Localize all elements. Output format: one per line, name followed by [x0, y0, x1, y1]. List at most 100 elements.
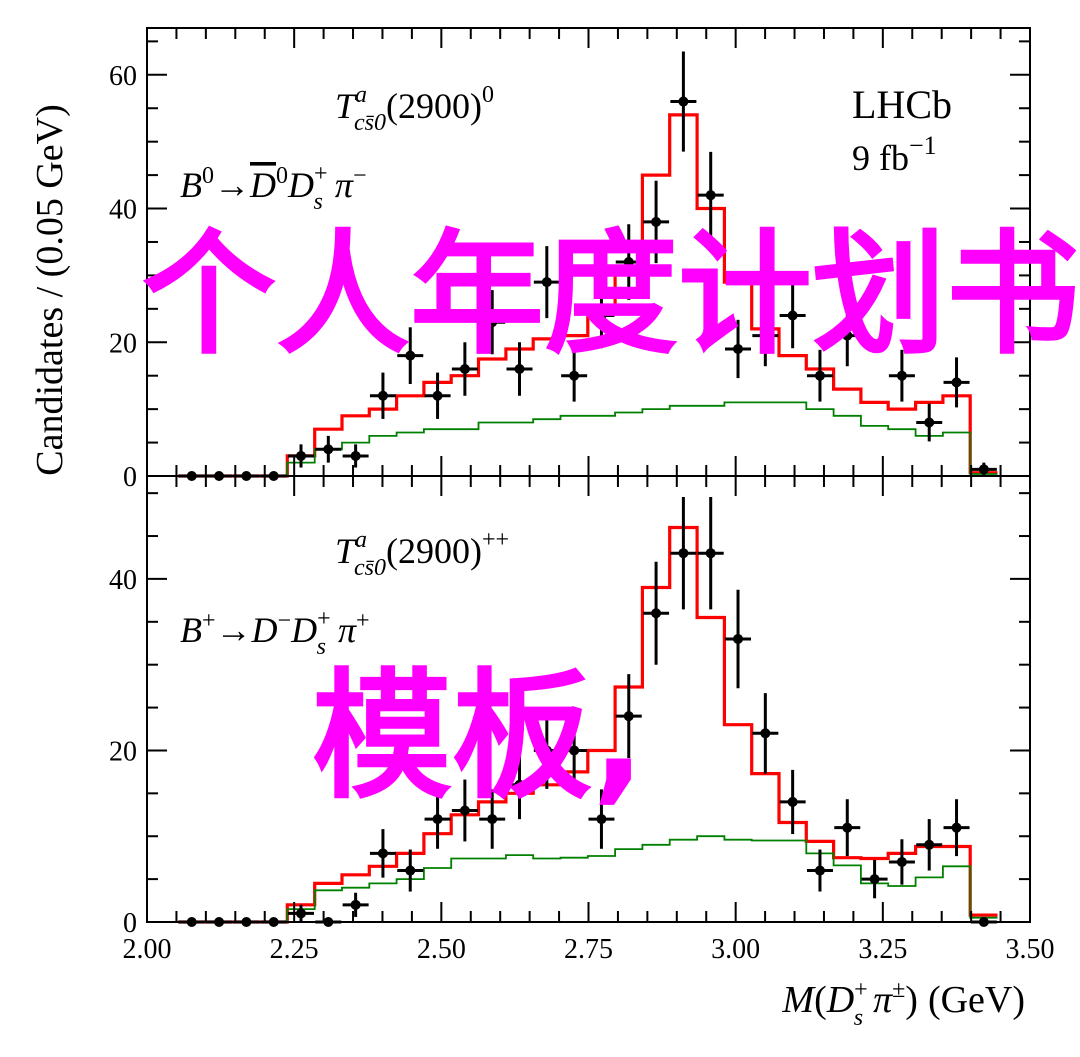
data-point-marker	[705, 548, 716, 559]
data-point	[670, 496, 697, 610]
data-point	[397, 849, 424, 892]
data-point	[643, 180, 670, 264]
data-point	[806, 849, 833, 892]
data-point-marker	[814, 865, 825, 876]
data-point	[943, 799, 970, 857]
overlay-title-line1: 个人年度计划书	[142, 217, 1080, 373]
data-point	[342, 444, 369, 468]
x-tick-label: 2.75	[564, 934, 613, 965]
data-point-marker	[896, 856, 907, 867]
data-point	[479, 290, 506, 355]
fit-background-histogram	[178, 835, 998, 923]
data-point	[506, 750, 533, 820]
data-point-marker	[951, 377, 962, 388]
data-point-marker	[651, 216, 662, 227]
data-point-marker	[760, 330, 771, 341]
data-point	[888, 839, 915, 885]
data-point-marker	[377, 390, 388, 401]
data-point	[888, 349, 915, 402]
data-point-marker	[432, 390, 443, 401]
y-tick-label: 20	[109, 328, 137, 359]
fit-background-histogram	[178, 401, 998, 477]
data-point-marker	[651, 608, 662, 619]
data-point-marker	[623, 711, 634, 722]
data-point	[479, 789, 506, 849]
data-point-marker	[978, 464, 989, 475]
luminosity-label: 9 fb−1	[852, 131, 937, 178]
data-point-marker	[350, 450, 361, 461]
data-point-marker	[842, 330, 853, 341]
data-point-marker	[705, 190, 716, 201]
data-point-marker	[459, 364, 470, 375]
y-tick-label: 60	[109, 61, 137, 92]
data-point	[561, 349, 588, 402]
x-tick-label: 3.00	[711, 934, 760, 965]
data-point-marker	[487, 814, 498, 825]
data-point-marker	[541, 277, 552, 288]
bottom-decay-label: B+→D−D+ s π+	[180, 606, 370, 660]
y-tick-label: 0	[123, 462, 137, 493]
data-point-marker	[459, 805, 470, 816]
data-point	[369, 829, 396, 878]
data-point-marker	[350, 899, 361, 910]
y-tick-label: 20	[109, 736, 137, 767]
data-point-marker	[596, 310, 607, 321]
data-point-marker	[896, 370, 907, 381]
data-point-marker	[623, 257, 634, 268]
data-point	[369, 372, 396, 419]
data-point	[588, 789, 615, 849]
data-point-marker	[323, 444, 334, 455]
data-point-marker	[678, 548, 689, 559]
y-tick-label: 40	[109, 565, 137, 596]
data-point	[424, 789, 451, 849]
experiment-label: LHCb	[852, 82, 952, 127]
data-point	[834, 304, 861, 367]
data-point-marker	[405, 865, 416, 876]
data-point-marker	[951, 822, 962, 833]
data-point-marker	[924, 417, 935, 428]
data-point-marker	[760, 728, 771, 739]
data-point	[287, 444, 314, 468]
data-point-marker	[814, 370, 825, 381]
data-point-marker	[842, 822, 853, 833]
data-point-marker	[432, 814, 443, 825]
data-point-marker	[787, 796, 798, 807]
data-point	[697, 151, 724, 239]
data-point	[970, 462, 997, 476]
data-point-marker	[596, 814, 607, 825]
data-point	[725, 319, 752, 379]
data-point-marker	[514, 779, 525, 790]
x-tick-label: 3.50	[1006, 934, 1055, 965]
x-axis-label: M(D+ s π±) (GeV)	[781, 977, 1025, 1031]
data-point-marker	[377, 848, 388, 859]
overlay-title-line2: 模板,	[312, 656, 646, 819]
data-point	[615, 224, 642, 300]
data-point-marker	[514, 364, 525, 375]
y-tick-label: 0	[123, 908, 137, 939]
data-point	[397, 327, 424, 385]
data-point	[342, 892, 369, 917]
top-decay-label: B0→D0D+ s π−	[180, 161, 366, 215]
data-point-marker	[487, 317, 498, 328]
data-point-marker	[869, 874, 880, 885]
data-point	[670, 51, 697, 152]
bottom-state-label: Ta cs̄0(2900)++	[335, 527, 509, 581]
data-point-marker	[541, 745, 552, 756]
data-point	[752, 304, 779, 367]
data-point	[424, 372, 451, 419]
data-point	[588, 282, 615, 349]
data-point-marker	[569, 370, 580, 381]
data-point	[561, 712, 588, 789]
data-point	[752, 693, 779, 774]
x-tick-label: 2.50	[417, 934, 466, 965]
data-point	[725, 589, 752, 689]
data-point	[834, 799, 861, 857]
fit-total-histogram	[178, 113, 998, 478]
top-panel: 0 20 40 60	[109, 27, 1031, 493]
data-point-marker	[295, 908, 306, 919]
data-point	[861, 859, 888, 899]
y-axis-label: Candidates / (0.05 GeV)	[29, 104, 71, 475]
data-point-marker	[569, 745, 580, 756]
data-point-marker	[295, 450, 306, 461]
y-tick-label: 40	[109, 195, 137, 226]
